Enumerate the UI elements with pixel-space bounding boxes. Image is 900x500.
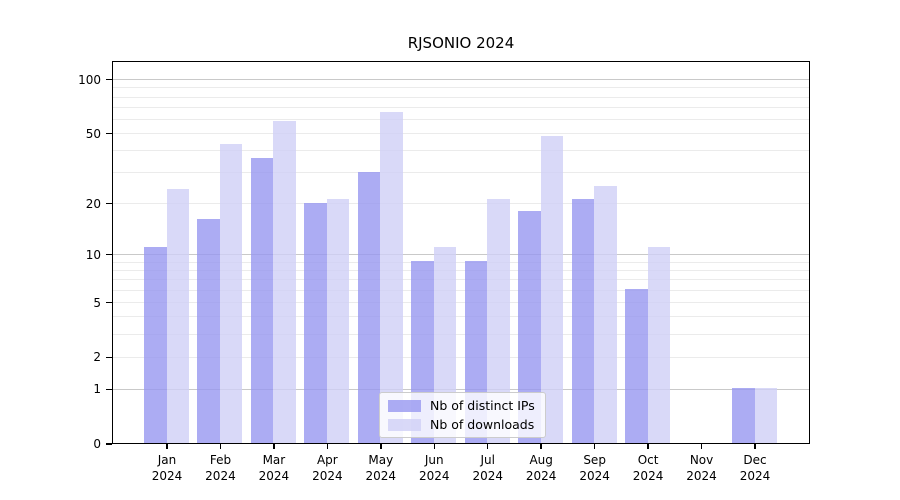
y-tick-label-50: 50: [85, 126, 101, 141]
bar-distinct-ips-aug: [518, 210, 541, 443]
gridline-minor-50: [113, 133, 809, 135]
gridline-major-10: [113, 254, 809, 256]
bar-downloads-aug: [540, 135, 564, 443]
x-tick-label-aug: Aug 2024: [525, 453, 557, 483]
bar-downloads-jan: [166, 188, 189, 443]
y-tick-2: [106, 356, 112, 359]
y-tick-label-5: 5: [93, 295, 101, 310]
legend-item-downloads: Nb of downloads: [388, 417, 537, 432]
x-tick-label-jan: Jan 2024: [151, 453, 183, 483]
x-tick-oct: [647, 444, 649, 449]
x-tick-label-may: May 2024: [365, 453, 397, 483]
x-tick-label-mar: Mar 2024: [258, 453, 290, 483]
y-tick-100: [106, 78, 112, 81]
gridline-minor-4: [113, 316, 809, 318]
legend-label-distinct-ips: Nb of distinct IPs: [430, 398, 535, 413]
y-tick-0: [106, 443, 112, 445]
bar-downloads-jul: [487, 199, 510, 443]
bar-distinct-ips-feb: [197, 219, 220, 443]
legend: Nb of distinct IPs Nb of downloads: [379, 392, 546, 438]
x-tick-label-dec: Dec 2024: [739, 453, 771, 483]
y-tick-5: [106, 301, 112, 304]
x-tick-sep: [593, 444, 596, 449]
y-tick-1: [106, 388, 112, 391]
gridline-minor-70: [113, 107, 809, 109]
y-tick-10: [106, 253, 112, 256]
x-tick-may: [380, 444, 382, 449]
y-tick-20: [106, 202, 112, 205]
gridline-minor-40: [113, 150, 809, 152]
plot-area: Nb of distinct IPs Nb of downloads: [112, 61, 810, 444]
gridline-minor-3: [113, 334, 809, 336]
gridline-minor-90: [113, 87, 809, 89]
x-tick-jan: [166, 444, 168, 449]
y-tick-label-2: 2: [93, 350, 101, 365]
x-tick-feb: [219, 444, 222, 449]
chart-title: RJSONIO 2024: [407, 34, 515, 52]
bar-distinct-ips-dec: [732, 388, 755, 443]
x-tick-label-jun: Jun 2024: [418, 453, 450, 483]
bar-distinct-ips-may: [357, 171, 381, 443]
x-tick-label-sep: Sep 2024: [579, 453, 610, 483]
bar-downloads-mar: [273, 121, 296, 443]
bar-downloads-feb: [219, 144, 243, 443]
y-tick-label-100: 100: [78, 72, 101, 87]
gridline-minor-20: [113, 203, 809, 205]
x-tick-label-feb: Feb 2024: [205, 453, 236, 483]
gridline-minor-80: [113, 96, 809, 98]
gridline-minor-60: [113, 119, 809, 120]
y-tick-label-10: 10: [85, 247, 101, 262]
legend-swatch-distinct-ips: [388, 399, 421, 412]
x-tick-label-jul: Jul 2024: [472, 453, 503, 483]
x-tick-aug: [540, 444, 542, 449]
bar-distinct-ips-sep: [571, 199, 595, 443]
x-tick-label-nov: Nov 2024: [686, 453, 717, 483]
bar-downloads-apr: [326, 199, 350, 443]
x-tick-apr: [326, 444, 329, 449]
y-tick-label-1: 1: [93, 382, 101, 397]
bar-distinct-ips-apr: [304, 202, 327, 443]
gridline-major-100: [113, 79, 809, 81]
bar-downloads-may: [380, 112, 403, 443]
gridline-minor-8: [113, 270, 809, 272]
x-tick-mar: [273, 444, 275, 449]
gridline-minor-30: [113, 172, 809, 174]
bar-distinct-ips-mar: [250, 157, 274, 443]
gridline-major-1: [113, 388, 809, 390]
gridline-minor-7: [113, 279, 809, 281]
bar-downloads-dec: [754, 388, 777, 443]
bar-downloads-oct: [647, 246, 671, 443]
x-tick-label-oct: Oct 2024: [632, 453, 664, 483]
legend-swatch-downloads: [388, 418, 421, 431]
x-tick-jun: [433, 444, 436, 449]
gridline-minor-2: [113, 356, 809, 358]
legend-label-downloads: Nb of downloads: [430, 417, 535, 432]
x-tick-nov: [700, 444, 703, 449]
gridline-minor-9: [113, 261, 809, 263]
y-tick-label-0: 0: [93, 437, 101, 451]
gridline-minor-6: [113, 289, 809, 291]
y-tick-50: [106, 132, 112, 135]
x-tick-label-apr: Apr 2024: [312, 453, 343, 483]
bar-distinct-ips-oct: [625, 289, 648, 443]
x-tick-dec: [754, 444, 756, 449]
gridline-minor-5: [113, 302, 809, 304]
y-tick-label-20: 20: [85, 196, 101, 211]
bar-downloads-sep: [594, 185, 617, 443]
x-tick-jul: [486, 444, 489, 449]
bar-distinct-ips-jan: [144, 246, 167, 443]
legend-item-distinct-ips: Nb of distinct IPs: [388, 398, 537, 413]
